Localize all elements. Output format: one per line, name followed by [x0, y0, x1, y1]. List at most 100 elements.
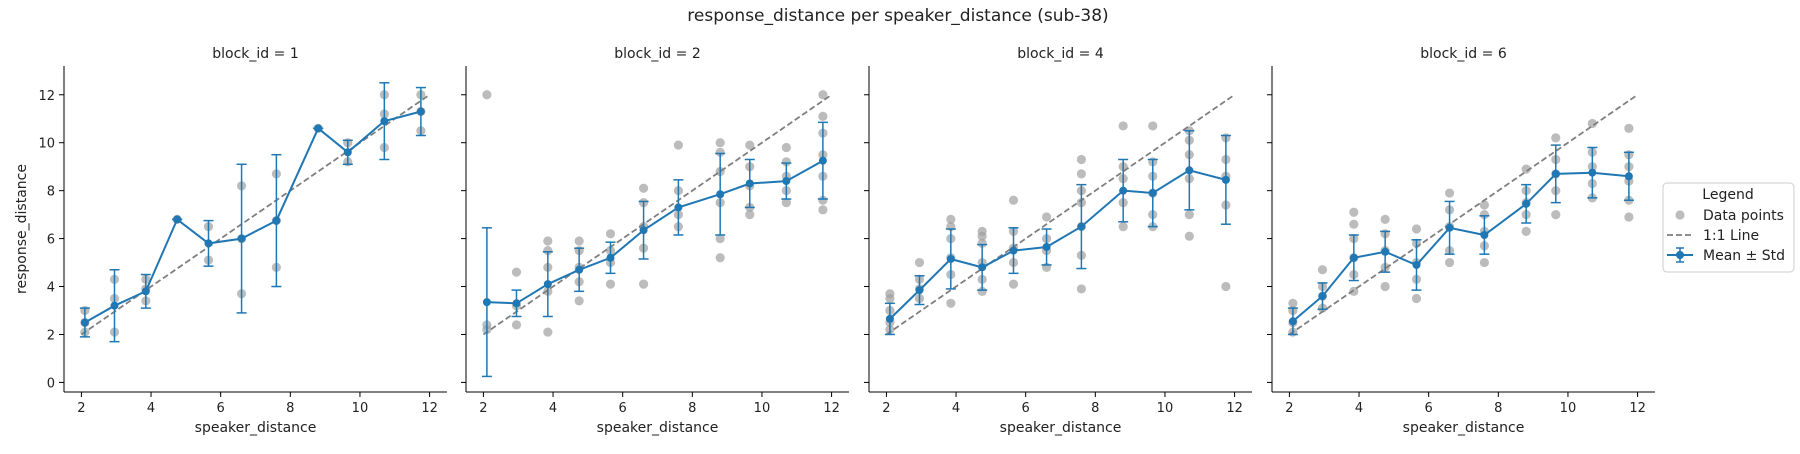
mean-point — [1318, 292, 1327, 301]
data-point — [745, 140, 755, 150]
data-point — [1551, 133, 1561, 143]
panel-1: block_id = 1 2 4 6 8 10 12 0 2 4 6 8 10 12 speaker_dis… — [14, 46, 447, 436]
data-point — [1221, 281, 1231, 292]
mean-point — [1185, 166, 1194, 175]
data-point — [885, 289, 895, 299]
mean-point — [716, 190, 725, 199]
data-point — [818, 195, 828, 205]
data-point — [1587, 118, 1597, 129]
mean-point — [1077, 222, 1086, 231]
data-point — [1380, 281, 1390, 292]
data-point — [1479, 210, 1489, 220]
legend-title: Legend — [1702, 187, 1753, 203]
x-tick-label: 8 — [286, 401, 294, 416]
x-tick-label: 4 — [1355, 401, 1363, 416]
data-point — [605, 279, 616, 289]
data-point — [638, 183, 649, 193]
panel-title: block_id = 4 — [1017, 46, 1104, 62]
mean-point — [575, 265, 584, 274]
data-point — [482, 90, 492, 100]
data-point — [715, 233, 725, 244]
data-point — [977, 238, 987, 248]
x-tick-label: 6 — [217, 401, 225, 416]
figure-title: response_distance per speaker_distance (… — [687, 6, 1108, 26]
y-axis-label: response_distance — [14, 164, 30, 294]
data-point — [1076, 284, 1086, 294]
data-point — [511, 267, 522, 277]
data-point — [1349, 207, 1359, 217]
mean-point — [1624, 172, 1633, 181]
panel-3: block_id = 4 2 4 6 8 10 12 speaker_distance — [864, 46, 1252, 436]
mean-point — [512, 299, 521, 308]
x-tick-label: 12 — [421, 401, 438, 416]
x-tick-label: 8 — [688, 401, 696, 416]
data-point — [543, 327, 553, 337]
x-tick-label: 2 — [1285, 401, 1293, 416]
mean-line — [1292, 171, 1629, 323]
panel-title: block_id = 1 — [212, 46, 298, 62]
mean-point — [1042, 242, 1051, 251]
legend-box — [1662, 182, 1795, 273]
data-point — [946, 214, 956, 225]
data-point — [1349, 219, 1359, 229]
data-point — [1380, 214, 1390, 225]
mean-point — [173, 215, 182, 224]
data-point — [1008, 279, 1019, 289]
data-point — [1008, 195, 1019, 205]
data-point — [1118, 121, 1128, 131]
data-point — [1288, 298, 1298, 308]
mean-point — [1551, 169, 1560, 178]
x-tick-label: 8 — [1091, 401, 1099, 416]
mean-point — [1445, 223, 1454, 232]
x-tick-label: 12 — [1629, 401, 1646, 416]
legend-label: 1:1 Line — [1703, 228, 1759, 244]
x-tick-label: 10 — [1157, 401, 1174, 416]
mean-point — [1412, 260, 1421, 269]
data-point — [715, 147, 725, 157]
data-point — [1479, 257, 1489, 268]
x-tick-label: 12 — [1226, 401, 1243, 416]
x-tick-label: 8 — [1494, 401, 1502, 416]
data-point — [1521, 226, 1531, 236]
data-point — [977, 226, 987, 236]
mean-point — [674, 203, 683, 212]
data-point — [1349, 286, 1359, 296]
data-point — [511, 320, 522, 330]
identity-line — [482, 94, 833, 336]
mean-point — [946, 254, 955, 263]
panel-4: block_id = 6 2 4 6 8 10 12 speaker_distance — [1267, 46, 1655, 436]
data-point — [574, 236, 584, 246]
mean-point — [606, 253, 615, 262]
data-point — [638, 279, 649, 289]
data-point — [818, 111, 828, 121]
mean-point — [639, 226, 648, 235]
data-point — [781, 157, 791, 167]
x-axis-label: speaker_distance — [1000, 420, 1122, 436]
mean-line — [486, 159, 824, 305]
legend-label: Data points — [1703, 208, 1784, 224]
data-point — [1479, 200, 1489, 210]
data-point — [781, 198, 791, 208]
y-tick-label: 8 — [47, 185, 55, 200]
x-tick-label: 10 — [1560, 401, 1577, 416]
data-point — [818, 205, 828, 215]
data-point — [1148, 121, 1158, 131]
mean-point — [782, 177, 791, 186]
identity-line — [1288, 94, 1639, 336]
data-point — [673, 140, 683, 150]
data-point — [1118, 222, 1128, 232]
data-point — [1624, 123, 1634, 133]
mean-point — [745, 179, 754, 188]
mean-point — [1381, 247, 1390, 256]
legend: Legend Data points 1:1 Line Mean ± Std — [1662, 182, 1795, 273]
x-tick-label: 6 — [619, 401, 627, 416]
mean-point — [1480, 230, 1489, 239]
y-tick-label: 0 — [47, 376, 55, 391]
data-point — [1184, 231, 1194, 241]
x-tick-label: 2 — [882, 401, 890, 416]
data-point — [818, 90, 828, 100]
x-tick-label: 6 — [1425, 401, 1433, 416]
mean-point — [343, 148, 352, 157]
